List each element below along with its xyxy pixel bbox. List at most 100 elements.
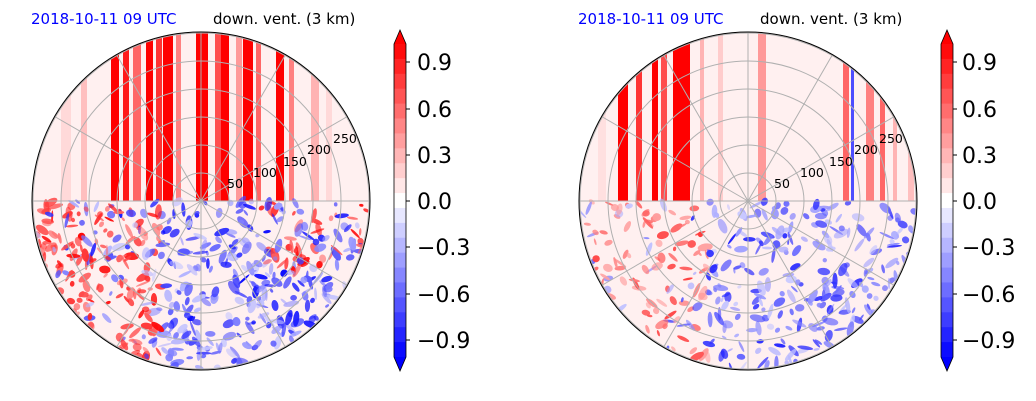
panel-2-colorbar-extend-min <box>941 357 953 371</box>
field-cell <box>834 285 842 294</box>
field-cell <box>253 259 263 268</box>
field-cell <box>144 312 153 323</box>
grid-spoke <box>54 116 202 202</box>
field-cell <box>125 244 131 250</box>
field-cell <box>93 201 100 212</box>
field-cell <box>171 197 183 207</box>
field-cell <box>717 218 728 234</box>
field-stripe <box>81 32 87 201</box>
field-cell <box>78 291 85 298</box>
field-cell <box>270 340 277 347</box>
field-cell <box>177 248 190 256</box>
field-cell <box>592 255 600 263</box>
panel-2-colorbar-tick-label: 0.9 <box>962 51 997 76</box>
field-cell <box>290 294 297 301</box>
field-cell <box>104 205 110 212</box>
field-cell <box>831 281 837 285</box>
colorbar-segment <box>941 282 953 298</box>
field-cell <box>66 297 76 305</box>
grid-spoke <box>601 116 749 202</box>
field-cell <box>292 264 302 278</box>
field-cell <box>102 313 112 324</box>
field-cell <box>813 347 820 351</box>
field-cell <box>786 289 796 303</box>
field-cell <box>214 227 230 237</box>
field-cell <box>111 274 119 283</box>
field-cell <box>252 284 260 299</box>
colorbar-segment <box>941 222 953 239</box>
panel-2-colorbar-tick-label: −0.3 <box>962 236 1015 261</box>
field-cell <box>763 234 773 246</box>
field-cell <box>734 333 740 338</box>
grid-spoke <box>601 200 749 286</box>
field-cell <box>64 213 70 228</box>
colorbar-segment <box>941 73 953 90</box>
field-cell <box>784 201 790 207</box>
field-cell <box>87 312 93 321</box>
field-cell <box>133 237 142 247</box>
field-cell <box>599 230 608 235</box>
grid-spoke <box>200 116 348 202</box>
field-cell <box>55 270 61 279</box>
field-cell <box>856 224 867 237</box>
field-cell <box>889 239 895 244</box>
field-cell <box>766 323 775 330</box>
field-cell <box>154 204 162 220</box>
field-cell <box>717 307 722 321</box>
field-cell <box>625 203 633 209</box>
field-cell <box>186 356 194 360</box>
field-cell <box>727 233 737 245</box>
colorbar-segment <box>941 297 953 313</box>
field-cell <box>68 200 80 208</box>
field-cell <box>151 321 165 333</box>
field-cell <box>294 223 304 237</box>
field-cell <box>815 220 828 228</box>
colorbar-segment <box>394 58 406 75</box>
field-cell <box>678 223 687 228</box>
field-cell <box>218 342 223 354</box>
panel-2-variable-title: down. vent. (3 km) <box>760 10 902 28</box>
field-cell <box>863 227 875 239</box>
field-cell <box>643 237 650 240</box>
field-cell <box>363 208 370 213</box>
field-cell <box>271 212 278 225</box>
field-cell <box>824 330 833 342</box>
field-cell <box>44 242 57 252</box>
field-cell <box>180 237 184 246</box>
field-cell <box>111 242 128 252</box>
field-cell <box>41 218 54 225</box>
field-cell <box>774 327 781 333</box>
field-cell <box>309 264 318 273</box>
field-cell <box>668 209 677 216</box>
field-cell <box>81 248 89 262</box>
field-cell <box>191 316 196 322</box>
field-cell <box>328 215 334 222</box>
field-stripe <box>289 32 294 201</box>
colorbar-segment <box>394 207 406 224</box>
field-cell <box>579 206 587 219</box>
field-cell <box>82 279 91 293</box>
field-cell <box>333 228 343 243</box>
field-cell <box>886 242 900 246</box>
field-cell <box>704 349 711 363</box>
field-cell <box>70 243 76 249</box>
field-cell <box>757 356 769 369</box>
colorbar-segment <box>394 252 406 268</box>
field-cell <box>737 211 747 220</box>
field-cell <box>168 301 175 309</box>
field-stripe <box>176 32 181 201</box>
field-cell <box>179 284 186 292</box>
colorbar-segment <box>394 193 406 209</box>
field-cell <box>897 227 903 234</box>
colorbar-segment <box>941 148 953 164</box>
field-cell <box>752 303 760 310</box>
field-cell <box>755 321 762 336</box>
field-cell <box>812 198 820 210</box>
field-stripe <box>221 32 229 201</box>
field-cell <box>166 322 174 329</box>
field-cell <box>79 244 83 253</box>
field-cell <box>867 276 875 281</box>
field-cell <box>322 235 330 242</box>
field-cell <box>345 254 355 261</box>
field-cell <box>694 230 706 236</box>
